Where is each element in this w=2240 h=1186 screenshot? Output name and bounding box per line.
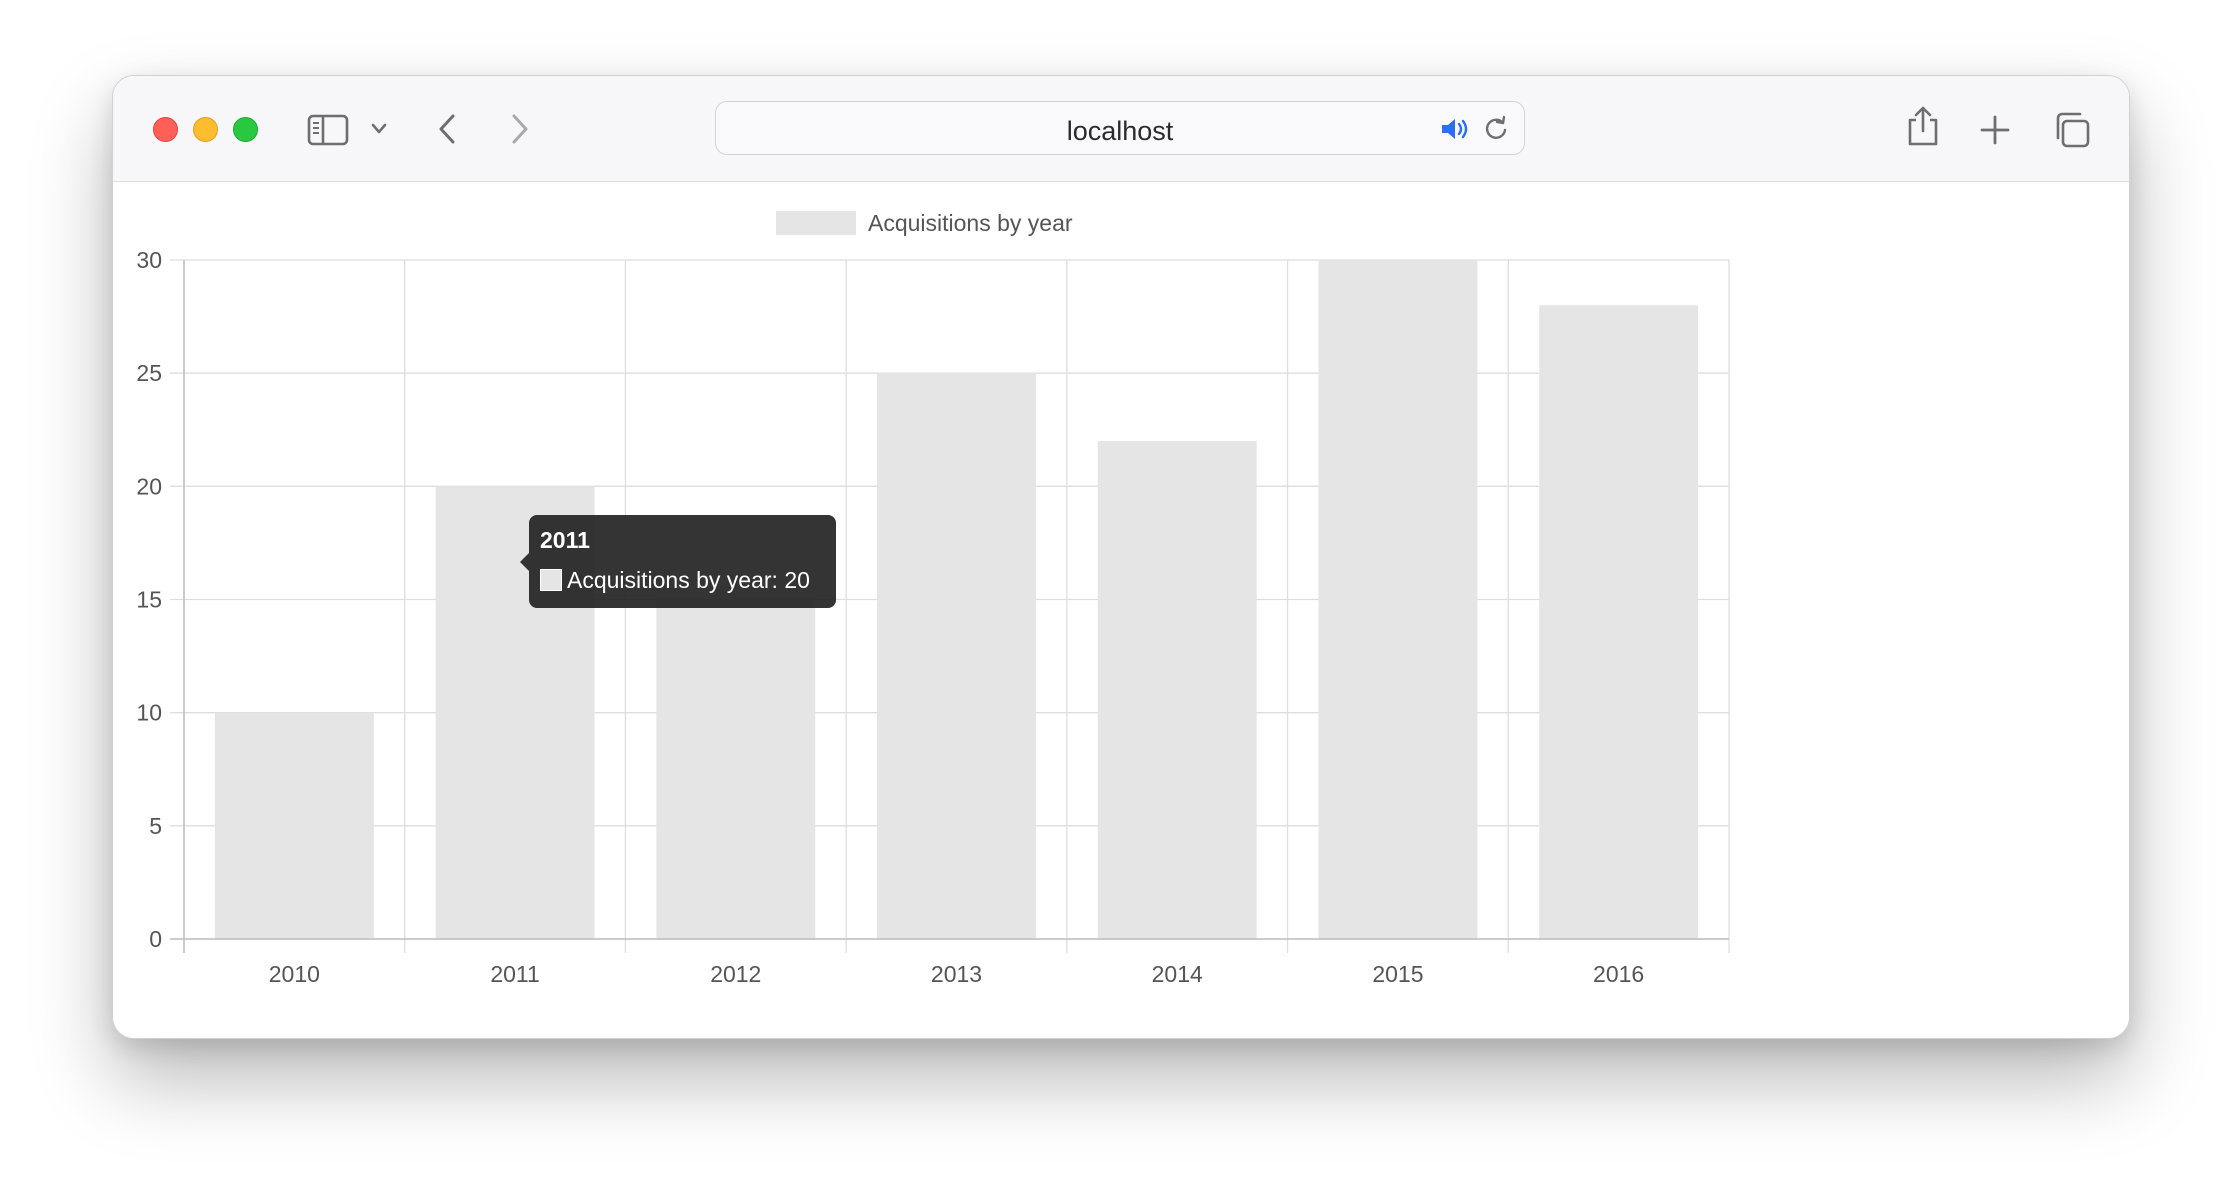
page-content: 0 5 10 15 20 25 30 2010 2011 2012 2013 2014 2015 2016…: [113, 182, 2129, 1038]
forward-icon[interactable]: [508, 112, 532, 146]
tooltip-title: 2011: [540, 527, 590, 553]
reload-icon[interactable]: [1482, 115, 1510, 143]
chart-bar: [877, 373, 1036, 939]
url-text: localhost: [1066, 116, 1174, 146]
y-tick-label: 5: [149, 813, 162, 839]
address-bar[interactable]: localhost: [715, 101, 1525, 155]
plus-icon[interactable]: [1979, 114, 2011, 146]
browser-window: localhost 0 5 10 15 20 25 30 2010 2011 2: [112, 75, 2130, 1039]
x-tick-label: 2010: [269, 961, 320, 987]
legend-label: Acquisitions by year: [868, 210, 1073, 236]
bar-chart: 0 5 10 15 20 25 30 2010 2011 2012 2013 2014 2015 2016…: [136, 210, 1730, 987]
browser-toolbar: localhost: [113, 76, 2129, 182]
tooltip-swatch: [540, 569, 562, 591]
x-tick-label: 2016: [1593, 961, 1644, 987]
y-tick-label: 15: [136, 587, 162, 613]
tabs-icon[interactable]: [2053, 111, 2091, 149]
chart-bar: [1539, 305, 1699, 939]
sidebar-icon[interactable]: [307, 114, 349, 146]
back-icon[interactable]: [435, 112, 459, 146]
y-tick-label: 10: [136, 700, 162, 726]
chart-bar: [656, 599, 816, 939]
close-window-button[interactable]: [153, 117, 178, 142]
x-tick-label: 2011: [490, 961, 539, 987]
x-tick-label: 2013: [931, 961, 982, 987]
chart-bar: [214, 712, 374, 939]
y-tick-label: 30: [136, 247, 162, 273]
x-tick-label: 2015: [1372, 961, 1423, 987]
share-icon[interactable]: [1905, 105, 1941, 147]
y-tick-label: 20: [136, 473, 162, 499]
chart-tooltip: 2011 Acquisitions by year: 20: [520, 515, 836, 608]
chart-bar: [1318, 260, 1478, 939]
legend-swatch: [776, 211, 856, 235]
chevron-down-icon[interactable]: [370, 122, 388, 136]
maximize-window-button[interactable]: [233, 117, 258, 142]
chart-bar: [1097, 441, 1257, 939]
x-tick-label: 2014: [1152, 961, 1203, 987]
y-tick-label: 0: [149, 926, 162, 952]
speaker-icon[interactable]: [1440, 116, 1470, 142]
tooltip-label: Acquisitions by year: 20: [567, 567, 810, 593]
x-tick-label: 2012: [710, 961, 761, 987]
y-tick-label: 25: [136, 360, 162, 386]
minimize-window-button[interactable]: [193, 117, 218, 142]
